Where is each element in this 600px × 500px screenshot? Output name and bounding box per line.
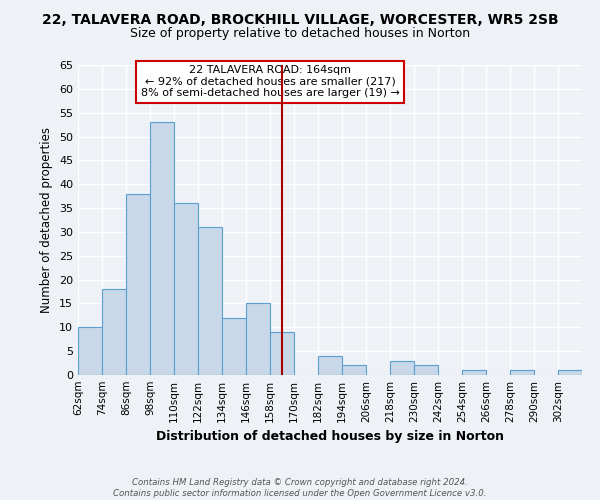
- Bar: [246, 304, 270, 375]
- Bar: [510, 370, 534, 375]
- X-axis label: Distribution of detached houses by size in Norton: Distribution of detached houses by size …: [156, 430, 504, 444]
- Bar: [198, 227, 222, 375]
- Text: 22 TALAVERA ROAD: 164sqm
← 92% of detached houses are smaller (217)
8% of semi-d: 22 TALAVERA ROAD: 164sqm ← 92% of detach…: [140, 65, 400, 98]
- Bar: [222, 318, 246, 375]
- Bar: [150, 122, 174, 375]
- Bar: [102, 289, 126, 375]
- Bar: [270, 332, 294, 375]
- Bar: [390, 360, 414, 375]
- Bar: [126, 194, 150, 375]
- Text: 22, TALAVERA ROAD, BROCKHILL VILLAGE, WORCESTER, WR5 2SB: 22, TALAVERA ROAD, BROCKHILL VILLAGE, WO…: [41, 12, 559, 26]
- Bar: [318, 356, 342, 375]
- Bar: [342, 366, 366, 375]
- Text: Size of property relative to detached houses in Norton: Size of property relative to detached ho…: [130, 28, 470, 40]
- Bar: [174, 204, 198, 375]
- Bar: [558, 370, 582, 375]
- Bar: [462, 370, 486, 375]
- Y-axis label: Number of detached properties: Number of detached properties: [40, 127, 53, 313]
- Bar: [414, 366, 438, 375]
- Text: Contains HM Land Registry data © Crown copyright and database right 2024.
Contai: Contains HM Land Registry data © Crown c…: [113, 478, 487, 498]
- Bar: [78, 328, 102, 375]
